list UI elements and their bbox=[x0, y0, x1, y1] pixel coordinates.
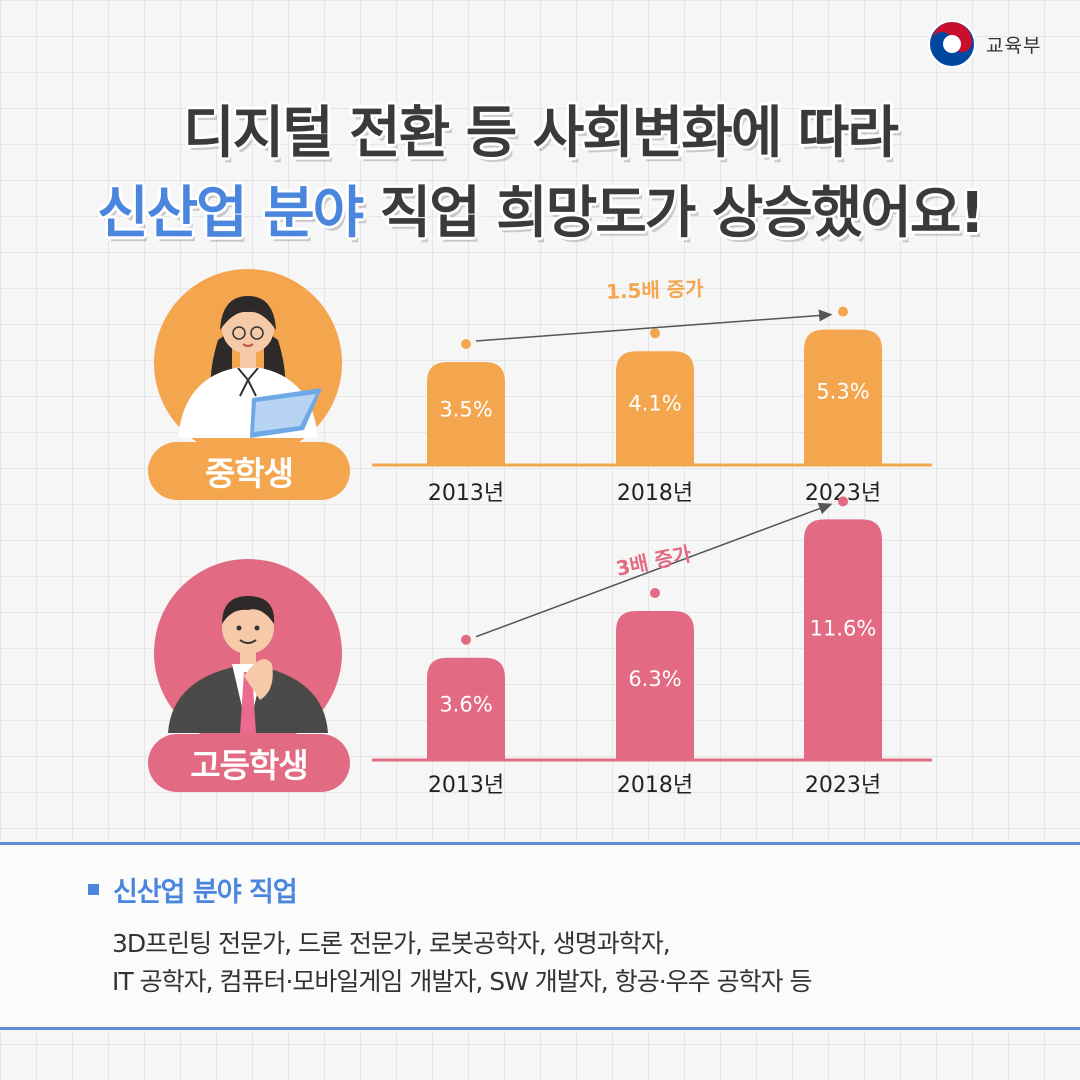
high-student-avatar bbox=[154, 559, 342, 747]
middle-trend-arrow bbox=[475, 309, 833, 342]
headline-highlight: 신산업 분야 bbox=[97, 181, 364, 246]
ministry-logo: 교육부 bbox=[928, 20, 1041, 68]
high-tick-label: 2023년 bbox=[805, 773, 881, 798]
middle-value-label: 3.5% bbox=[439, 397, 492, 421]
high-trend-arrow bbox=[475, 502, 833, 638]
info-title-text: 신산업 분야 직업 bbox=[113, 877, 298, 908]
high-trend-dot bbox=[838, 496, 848, 507]
job-list-line-1: 3D프린팅 전문가, 드론 전문가, 로봇공학자, 생명과학자, bbox=[112, 929, 671, 958]
job-list-line-2: IT 공학자, 컴퓨터·모바일게임 개발자, SW 개발자, 항공·우주 공학자… bbox=[112, 967, 813, 996]
middle-bar bbox=[804, 329, 882, 465]
middle-trend-dot bbox=[650, 328, 660, 339]
info-panel bbox=[0, 842, 1080, 1030]
taeguk-emblem-icon bbox=[928, 20, 976, 68]
high-tick-label: 2018년 bbox=[617, 773, 693, 798]
middle-bar bbox=[427, 362, 505, 465]
middle-school-label: 중학생 bbox=[148, 442, 350, 500]
headline-line-1: 디지털 전환 등 사회변화에 따라 bbox=[183, 101, 899, 166]
middle-growth-annotation: 1.5배 증가 bbox=[606, 276, 705, 303]
headline-rest: 직업 희망도가 상승했어요! bbox=[362, 181, 985, 246]
middle-trend-dot bbox=[461, 339, 471, 349]
middle-value-label: 5.3% bbox=[816, 380, 869, 404]
high-value-label: 3.6% bbox=[439, 693, 492, 717]
headline-line-2: 신산업 분야 직업 희망도가 상승했어요! bbox=[0, 168, 1080, 249]
high-trend-dot bbox=[461, 634, 471, 645]
middle-bar bbox=[616, 351, 694, 465]
high-growth-annotation: 3배 증가 bbox=[614, 541, 694, 580]
middle-student-avatar bbox=[154, 269, 342, 457]
square-bullet-icon bbox=[88, 884, 99, 895]
middle-tick-label: 2013년 bbox=[428, 481, 504, 506]
high-value-label: 11.6% bbox=[810, 617, 877, 641]
middle-trend-dot bbox=[838, 306, 848, 317]
high-bar bbox=[804, 519, 882, 760]
high-value-label: 6.3% bbox=[628, 667, 681, 691]
middle-tick-label: 2018년 bbox=[617, 481, 693, 506]
high-school-label: 고등학생 bbox=[148, 734, 350, 792]
high-trend-dot bbox=[650, 588, 660, 599]
ministry-name: 교육부 bbox=[986, 34, 1042, 57]
high-tick-label: 2013년 bbox=[428, 773, 504, 798]
high-bar bbox=[427, 657, 505, 760]
high-bar bbox=[616, 611, 694, 760]
middle-value-label: 4.1% bbox=[628, 391, 681, 415]
high-chart: 3.6% 2013년 6.3% 2018년 11.6% 2023년 3배 증가 bbox=[372, 496, 932, 798]
info-panel-title: 신산업 분야 직업 bbox=[88, 870, 298, 909]
